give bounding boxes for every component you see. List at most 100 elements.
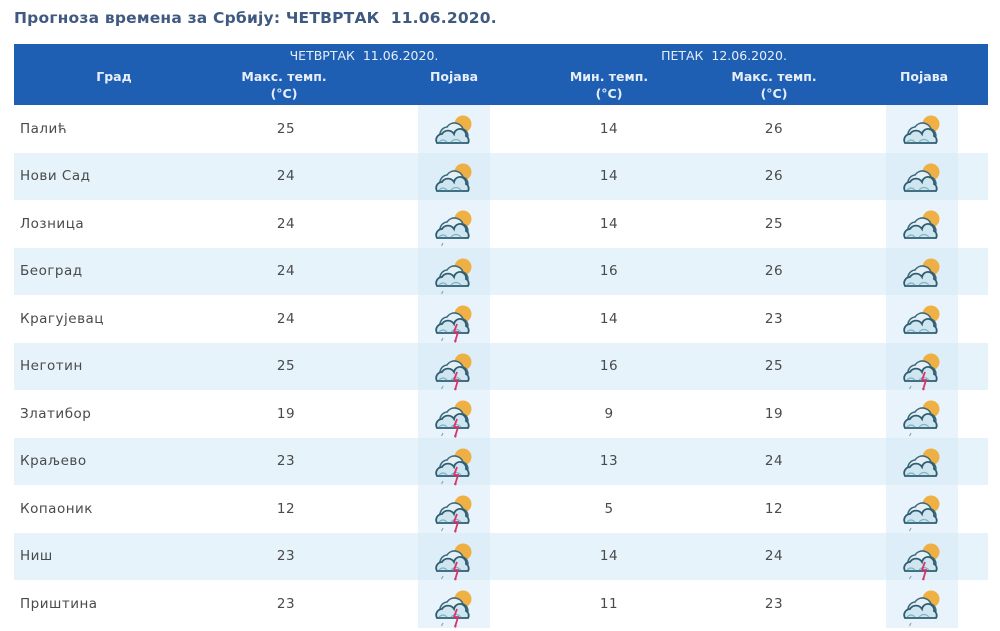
city-name: Београд bbox=[20, 263, 83, 280]
day1-weather-cell bbox=[418, 295, 490, 343]
table-row: Краљево 23 13 24 bbox=[14, 437, 988, 486]
day2-max-temp: 23 bbox=[764, 595, 784, 612]
day2-weather-cell bbox=[886, 247, 958, 295]
day2-min-temp: 14 bbox=[599, 120, 619, 137]
thunderstorm-icon bbox=[435, 590, 472, 628]
thunderstorm-icon bbox=[435, 495, 472, 533]
header-day2-max-unit: (°C) bbox=[760, 86, 788, 101]
table-row: Крагујевац 24 14 23 bbox=[14, 295, 988, 343]
day2-min-temp: 16 bbox=[599, 358, 619, 375]
day2-max-temp: 24 bbox=[764, 453, 784, 470]
table-row: Златибор 19 9 19 bbox=[14, 390, 988, 438]
city-name: Ниш bbox=[20, 548, 53, 565]
day1-weather-cell bbox=[418, 152, 490, 200]
header-day1-max: Макс. темп. bbox=[241, 69, 327, 84]
day2-weather-cell bbox=[886, 580, 958, 628]
day2-weather-cell bbox=[886, 152, 958, 200]
day2-max-temp: 24 bbox=[764, 548, 784, 565]
partly-cloudy-icon bbox=[903, 448, 940, 477]
header-day1-unit: (°C) bbox=[270, 86, 298, 101]
day2-min-temp: 13 bbox=[599, 453, 619, 470]
day2-min-temp: 14 bbox=[599, 310, 619, 327]
showers-icon bbox=[903, 590, 940, 627]
showers-icon bbox=[435, 210, 472, 247]
table-body: Палић 25 14 26 Нови Сад 24 14 26 Лозница… bbox=[14, 105, 988, 628]
thunderstorm-icon bbox=[435, 448, 472, 486]
city-name: Нови Сад bbox=[20, 168, 91, 185]
table-row: Ниш 23 14 24 bbox=[14, 532, 988, 581]
day2-min-temp: 11 bbox=[599, 595, 619, 612]
day2-min-temp: 14 bbox=[599, 548, 619, 565]
day2-weather-cell bbox=[886, 390, 958, 438]
partly-cloudy-icon bbox=[903, 258, 940, 287]
day1-weather-cell bbox=[418, 390, 490, 438]
day1-max-temp: 23 bbox=[276, 595, 296, 612]
day2-weather-cell bbox=[886, 105, 958, 153]
day2-max-temp: 12 bbox=[764, 500, 784, 517]
table-row: Нови Сад 24 14 26 bbox=[14, 152, 988, 200]
day2-min-temp: 9 bbox=[604, 405, 614, 422]
day2-weather-cell bbox=[886, 200, 958, 248]
header-day1-weather: Појава bbox=[429, 69, 479, 84]
day1-max-temp: 24 bbox=[276, 215, 296, 232]
city-name: Копаоник bbox=[20, 500, 93, 517]
city-name: Палић bbox=[20, 120, 68, 137]
header-day1-date: ЧЕТВРТАК 11.06.2020. bbox=[289, 48, 439, 63]
day1-max-temp: 23 bbox=[276, 548, 296, 565]
header-city: Град bbox=[96, 69, 132, 84]
header-day2-min: Мин. темп. bbox=[569, 69, 649, 84]
header-day2-date: ПЕТАК 12.06.2020. bbox=[661, 48, 787, 63]
page-title: Прогноза времена за Србију: ЧЕТВРТАК 11.… bbox=[14, 9, 497, 27]
day1-max-temp: 25 bbox=[276, 358, 296, 375]
thunderstorm-icon bbox=[435, 543, 472, 581]
day1-weather-cell bbox=[418, 485, 490, 533]
day2-min-temp: 14 bbox=[599, 215, 619, 232]
day1-max-temp: 12 bbox=[276, 500, 296, 517]
day1-weather-cell bbox=[418, 247, 490, 295]
header-day2-min-unit: (°C) bbox=[595, 86, 623, 101]
day2-max-temp: 26 bbox=[764, 120, 784, 137]
day2-weather-cell bbox=[886, 485, 958, 533]
partly-cloudy-icon bbox=[903, 163, 940, 192]
day2-max-temp: 23 bbox=[764, 310, 784, 327]
showers-icon bbox=[903, 400, 940, 437]
partly-cloudy-icon bbox=[903, 305, 940, 334]
day1-weather-cell bbox=[418, 437, 490, 486]
thunderstorm-icon bbox=[435, 353, 472, 391]
thunderstorm-icon bbox=[903, 353, 940, 391]
showers-icon bbox=[435, 258, 472, 294]
city-name: Приштина bbox=[20, 595, 98, 612]
table-row: Приштина 23 11 23 bbox=[14, 580, 988, 628]
forecast-table: Град ЧЕТВРТАК 11.06.2020. Макс. темп. (°… bbox=[14, 44, 988, 628]
day1-max-temp: 19 bbox=[276, 405, 296, 422]
day2-max-temp: 25 bbox=[764, 358, 784, 375]
day2-min-temp: 16 bbox=[599, 263, 619, 280]
table-row: Палић 25 14 26 bbox=[14, 105, 988, 153]
day1-weather-cell bbox=[418, 342, 490, 391]
city-name: Крагујевац bbox=[20, 310, 104, 327]
city-name: Неготин bbox=[20, 358, 83, 375]
table-header: Град ЧЕТВРТАК 11.06.2020. Макс. темп. (°… bbox=[14, 44, 988, 105]
day2-max-temp: 26 bbox=[764, 168, 784, 185]
day1-weather-cell bbox=[418, 105, 490, 153]
day2-max-temp: 25 bbox=[764, 215, 784, 232]
day2-weather-cell bbox=[886, 295, 958, 343]
day2-weather-cell bbox=[886, 437, 958, 485]
day1-max-temp: 24 bbox=[276, 310, 296, 327]
header-day2-weather: Појава bbox=[899, 69, 949, 84]
city-name: Златибор bbox=[20, 405, 92, 422]
day1-max-temp: 23 bbox=[276, 453, 296, 470]
city-name: Лозница bbox=[20, 215, 85, 232]
table-row: Неготин 25 16 25 bbox=[14, 342, 988, 391]
day1-weather-cell bbox=[418, 580, 490, 628]
table-row: Лозница 24 14 25 bbox=[14, 200, 988, 248]
partly-cloudy-icon bbox=[903, 115, 940, 144]
day2-weather-cell bbox=[886, 532, 958, 581]
day2-min-temp: 5 bbox=[604, 500, 614, 517]
day1-max-temp: 24 bbox=[276, 263, 296, 280]
day1-weather-cell bbox=[418, 200, 490, 248]
thunderstorm-icon bbox=[435, 400, 472, 438]
thunderstorm-icon bbox=[903, 543, 940, 581]
partly-cloudy-icon bbox=[903, 210, 940, 239]
day1-max-temp: 25 bbox=[276, 120, 296, 137]
